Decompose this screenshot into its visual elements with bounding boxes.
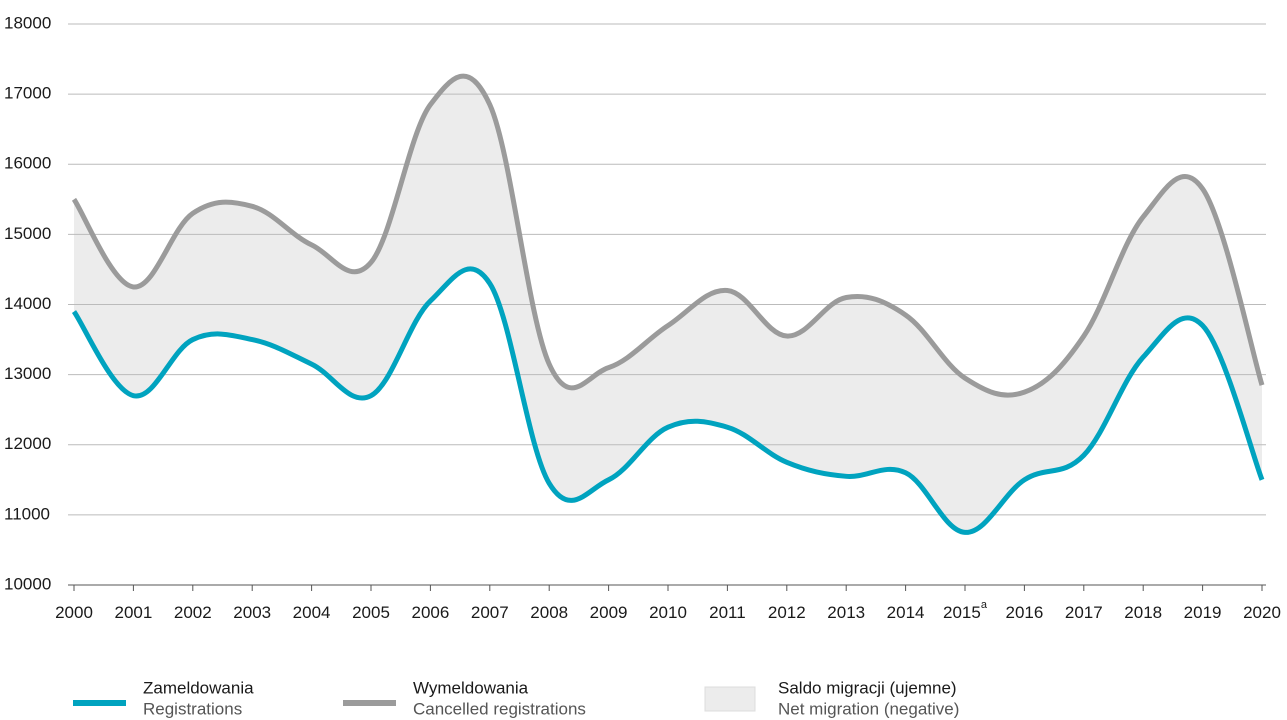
x-tick-label-text: 2016	[1005, 603, 1043, 622]
x-tick-label-text: 2018	[1124, 603, 1162, 622]
y-tick-label: 14000	[4, 294, 51, 313]
x-tick-label: 2020	[1243, 603, 1281, 622]
x-tick-label-text: 2010	[649, 603, 687, 622]
x-tick-label-text: 2004	[293, 603, 331, 622]
x-tick-label: 2007	[471, 603, 509, 622]
x-tick-label: 2002	[174, 603, 212, 622]
legend-label: Saldo migracji (ujemne)	[778, 678, 957, 697]
series-line	[71, 266, 1265, 535]
x-tick-label-text: 2011	[709, 603, 746, 622]
x-tick-label-text: 2002	[174, 603, 212, 622]
x-tick-label: 2014	[887, 603, 925, 622]
y-tick-label: 15000	[4, 224, 51, 243]
x-tick-label-text: 2019	[1184, 603, 1222, 622]
x-tick-label-text: 2020	[1243, 603, 1281, 622]
x-tick-label: 2000	[55, 603, 93, 622]
x-tick-label-text: 2007	[471, 603, 509, 622]
x-tick-label: 2009	[590, 603, 628, 622]
x-tick-label-text: 2013	[827, 603, 865, 622]
x-tick-label: 2013	[827, 603, 865, 622]
y-tick-label: 16000	[4, 154, 51, 173]
y-tick-label: 17000	[4, 84, 51, 103]
x-tick-label-text: 2014	[887, 603, 925, 622]
series-line	[71, 73, 1265, 398]
legend-label-en: Cancelled registrations	[413, 699, 586, 718]
x-tick-label: 2018	[1124, 603, 1162, 622]
y-tick-label: 12000	[4, 434, 51, 453]
x-tick-label: 2011	[709, 603, 746, 622]
x-tick-label: 2005	[352, 603, 390, 622]
y-tick-label: 13000	[4, 364, 51, 383]
x-tick-label-text: 2017	[1065, 603, 1103, 622]
legend-swatch	[704, 686, 756, 712]
x-tick-label: 2003	[233, 603, 271, 622]
x-tick-label: 2006	[411, 603, 449, 622]
y-tick-label: 10000	[4, 574, 51, 593]
x-tick-label: 2019	[1184, 603, 1222, 622]
x-tick-label-text: 2008	[530, 603, 568, 622]
x-tick-label: 2012	[768, 603, 806, 622]
x-tick-label-text: 2000	[55, 603, 93, 622]
x-tick-label: 2015a	[943, 599, 988, 623]
x-tick-label-text: 2009	[590, 603, 628, 622]
footnote-mark: a	[981, 599, 988, 611]
x-tick-label: 2017	[1065, 603, 1103, 622]
legend-label-en: Net migration (negative)	[778, 699, 959, 718]
x-tick-label: 2001	[114, 603, 152, 622]
x-tick-label-text: 2003	[233, 603, 271, 622]
x-tick-label: 2016	[1005, 603, 1043, 622]
x-tick-label: 2004	[293, 603, 331, 622]
legend-label: Wymeldowania	[413, 678, 529, 697]
y-tick-label: 11000	[4, 504, 50, 523]
y-tick-label: 18000	[4, 13, 51, 32]
legend-label-en: Registrations	[143, 699, 242, 718]
x-tick-label-text: 2012	[768, 603, 806, 622]
x-tick-label-text: 2005	[352, 603, 390, 622]
x-tick-label: 2010	[649, 603, 687, 622]
net-migration-area	[74, 76, 1262, 533]
x-tick-label-text: 2001	[114, 603, 152, 622]
x-tick-label: 2008	[530, 603, 568, 622]
legend-label: Zameldowania	[143, 678, 254, 697]
x-tick-label-text: 2006	[411, 603, 449, 622]
x-tick-label-text: 2015	[943, 603, 981, 622]
